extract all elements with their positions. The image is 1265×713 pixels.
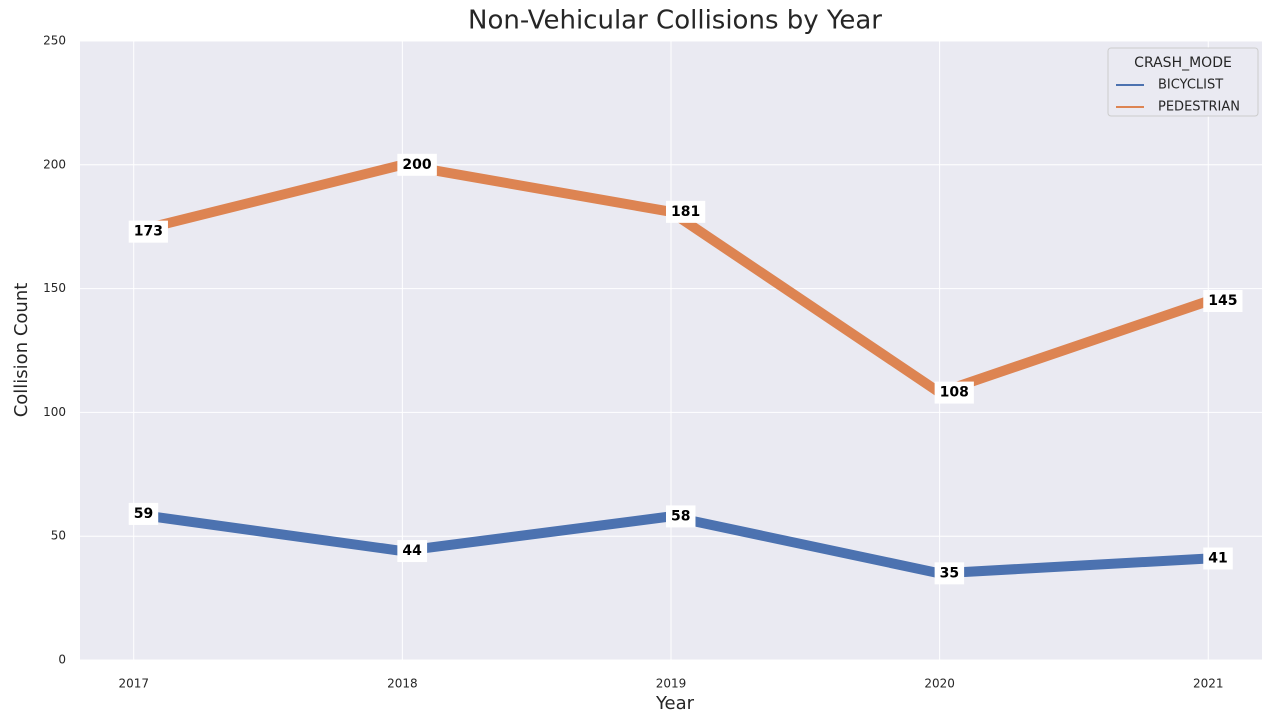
y-axis-label: Collision Count: [11, 283, 32, 418]
x-tick-label: 2020: [924, 677, 955, 691]
y-tick-label: 150: [43, 281, 66, 295]
data-label-box: [666, 505, 696, 528]
x-tick-label: 2017: [118, 677, 149, 691]
data-label: 173: [134, 224, 163, 240]
data-label: 58: [671, 508, 690, 524]
x-tick-label: 2021: [1193, 677, 1224, 691]
x-tick-label: 2018: [387, 677, 418, 691]
data-label: 200: [402, 157, 431, 173]
legend-label: PEDESTRIAN: [1158, 100, 1240, 115]
data-label-box: [128, 220, 168, 243]
y-tick-label: 250: [43, 34, 66, 48]
data-label-group: 35: [934, 562, 965, 585]
y-tick-label: 100: [43, 405, 66, 419]
legend-title: CRASH_MODE: [1134, 55, 1232, 71]
data-label-group: 173: [128, 220, 168, 243]
chart-title: Non-Vehicular Collisions by Year: [468, 6, 882, 36]
data-label-group: 200: [397, 153, 437, 176]
data-label: 44: [402, 543, 422, 559]
data-label-box: [1203, 547, 1233, 570]
data-label-box: [128, 502, 159, 525]
y-tick-label: 0: [58, 653, 66, 667]
data-label-group: 58: [666, 505, 696, 528]
data-label-group: 181: [666, 200, 706, 223]
data-label-box: [397, 153, 437, 176]
data-label-box: [1203, 289, 1243, 312]
data-label: 59: [134, 506, 153, 522]
data-label-group: 59: [128, 502, 159, 525]
data-label-group: 108: [934, 381, 974, 404]
data-label-box: [666, 200, 706, 223]
x-axis-label: Year: [655, 693, 695, 713]
data-label: 35: [940, 565, 959, 581]
data-label-box: [934, 562, 965, 585]
legend-label: BICYCLIST: [1158, 78, 1223, 93]
data-label-group: 44: [397, 540, 428, 563]
data-label-group: 41: [1203, 547, 1233, 570]
legend-box: [1107, 47, 1259, 117]
x-tick-label: 2019: [656, 677, 687, 691]
data-label: 108: [940, 385, 969, 401]
y-tick-label: 200: [43, 157, 66, 171]
data-label: 181: [671, 204, 700, 220]
y-tick-label: 50: [51, 529, 66, 543]
data-label: 145: [1208, 293, 1237, 309]
data-label-box: [934, 381, 974, 404]
data-label-box: [397, 540, 428, 563]
data-label: 41: [1208, 550, 1227, 566]
data-label-group: 145: [1203, 289, 1243, 312]
